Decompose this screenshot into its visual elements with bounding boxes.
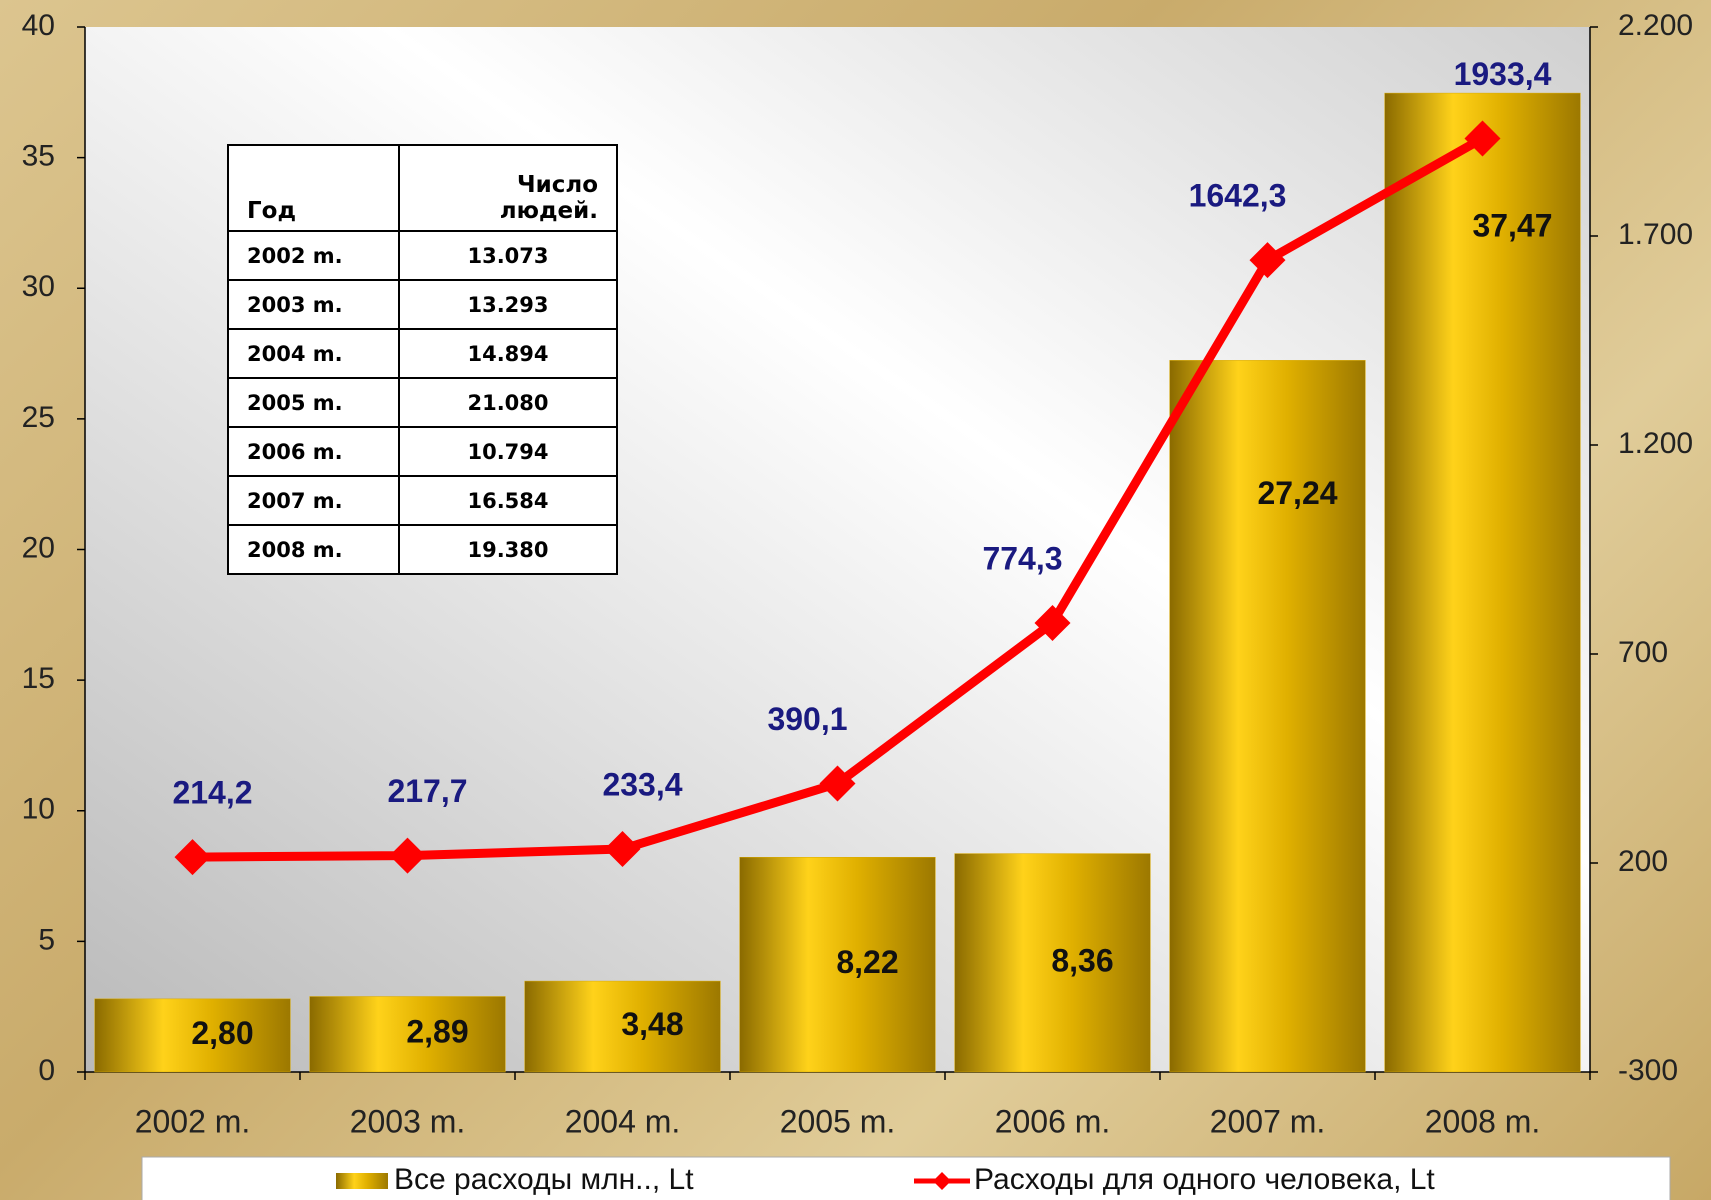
table-header: Число людей. <box>398 144 618 232</box>
bar-value-label: 37,47 <box>1472 208 1552 244</box>
x-tick-label: 2004 m. <box>565 1103 681 1139</box>
line-marker <box>1249 242 1286 279</box>
table-cell: 13.293 <box>398 279 618 330</box>
line-value-label: 390,1 <box>767 701 847 737</box>
table-cell: 2002 m. <box>227 230 400 281</box>
data-table: Год Число людей. 2002 m. 13.073 2003 m. 13.2… <box>227 144 618 575</box>
bar <box>309 996 506 1073</box>
line-marker <box>389 837 426 874</box>
line-value-label: 217,7 <box>387 773 467 809</box>
table-cell: 13.073 <box>398 230 618 281</box>
x-tick-label: 2006 m. <box>995 1103 1111 1139</box>
table-cell: 14.894 <box>398 328 618 379</box>
table-cell: 21.080 <box>398 377 618 428</box>
bar <box>1169 360 1366 1073</box>
line-marker <box>174 839 211 876</box>
legend-box <box>141 1156 1671 1200</box>
y2-tick-label: 1.700 <box>1618 218 1693 251</box>
y-tick-label: 40 <box>22 9 55 42</box>
line-value-label: 774,3 <box>982 540 1062 576</box>
y-tick-label: 30 <box>22 270 55 303</box>
bar-value-label: 8,22 <box>836 944 898 980</box>
y-tick-label: 0 <box>38 1054 55 1087</box>
x-tick-label: 2005 m. <box>780 1103 896 1139</box>
bar <box>94 998 291 1073</box>
bar-value-label: 3,48 <box>621 1006 683 1042</box>
line-marker <box>1034 604 1071 641</box>
y2-tick-label: 1.200 <box>1618 427 1693 460</box>
x-tick-label: 2002 m. <box>135 1103 251 1139</box>
y-tick-label: 15 <box>22 662 55 695</box>
y-tick-label: 5 <box>38 923 55 956</box>
line-value-label: 1642,3 <box>1189 178 1287 214</box>
x-tick-label: 2008 m. <box>1425 1103 1541 1139</box>
bar <box>1384 92 1581 1073</box>
line-marker <box>819 765 856 802</box>
line-marker <box>604 831 641 868</box>
y-tick-label: 35 <box>22 140 55 173</box>
legend-swatch <box>336 1173 388 1189</box>
y2-tick-label: 700 <box>1618 636 1668 669</box>
bar-value-label: 27,24 <box>1257 475 1337 511</box>
y-tick-label: 20 <box>22 531 55 564</box>
bar-value-label: 8,36 <box>1051 942 1113 978</box>
bar <box>954 853 1151 1073</box>
line-value-label: 1933,4 <box>1454 56 1552 92</box>
y-tick-label: 25 <box>22 401 55 434</box>
bar <box>524 980 721 1073</box>
legend-marker <box>933 1172 951 1190</box>
table-cell: 2006 m. <box>227 426 400 477</box>
legend-label: Расходы для одного человека, Lt <box>974 1163 1435 1196</box>
table-cell: 19.380 <box>398 524 618 575</box>
x-tick-label: 2007 m. <box>1210 1103 1326 1139</box>
table-cell: 2005 m. <box>227 377 400 428</box>
y2-tick-label: 2.200 <box>1618 9 1693 42</box>
table-cell: 10.794 <box>398 426 618 477</box>
legend-label: Все расходы млн.., Lt <box>394 1163 694 1196</box>
y2-tick-label: 200 <box>1618 845 1668 878</box>
table-cell: 16.584 <box>398 475 618 526</box>
line-marker <box>1464 120 1501 157</box>
table-cell: 2003 m. <box>227 279 400 330</box>
table-cell: 2008 m. <box>227 524 400 575</box>
line-value-label: 214,2 <box>172 775 252 811</box>
table-header: Год <box>227 144 400 232</box>
bar-value-label: 2,89 <box>406 1014 468 1050</box>
bar-value-label: 2,80 <box>191 1015 253 1051</box>
y2-tick-label: -300 <box>1618 1054 1678 1087</box>
x-tick-label: 2003 m. <box>350 1103 466 1139</box>
bar <box>739 857 936 1073</box>
table-cell: 2007 m. <box>227 475 400 526</box>
y-tick-label: 10 <box>22 793 55 826</box>
line-value-label: 233,4 <box>602 766 682 802</box>
table-cell: 2004 m. <box>227 328 400 379</box>
